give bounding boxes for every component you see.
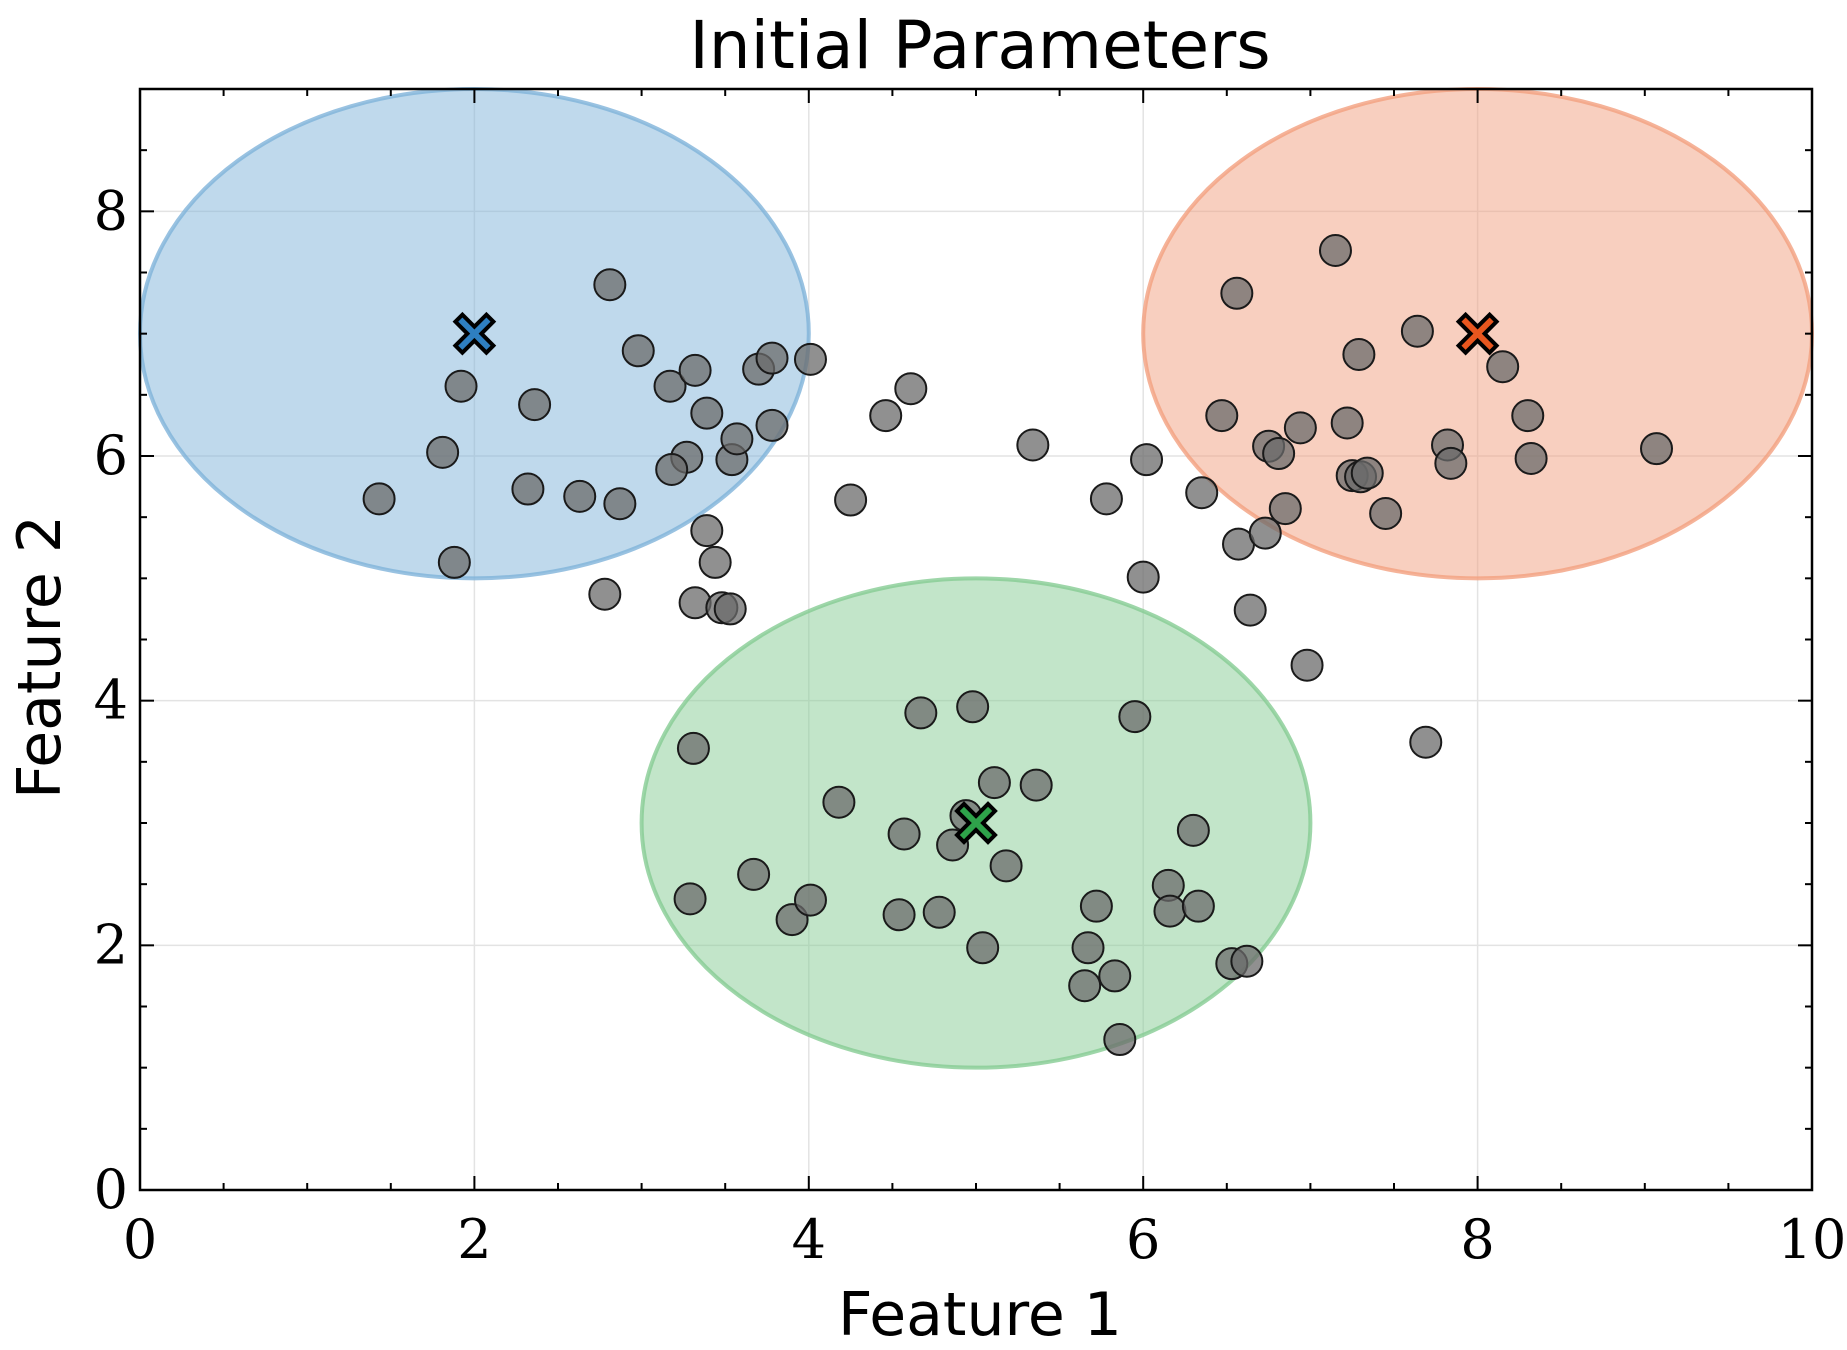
data-point-18 [755,341,789,375]
data-points [362,233,1674,1057]
data-point-30 [1016,428,1050,462]
data-point-26 [713,592,747,626]
centroid-marker-1 [452,311,497,356]
data-point-23 [698,545,732,579]
y-tick-label: 2 [94,913,128,976]
x-tick-label: 2 [457,1208,491,1271]
data-point-28 [869,399,903,433]
data-point-20 [793,342,827,376]
data-point-81 [1103,1023,1137,1057]
gaussian-ellipses [138,86,1814,1070]
data-point-44 [1290,648,1324,682]
data-point-41 [1262,437,1296,471]
x-tick-label: 0 [123,1208,157,1271]
data-point-0 [362,482,396,516]
data-point-29 [894,372,928,406]
data-point-56 [1511,399,1545,433]
centroid-markers [452,311,1500,845]
data-point-3 [437,545,471,579]
data-point-21 [588,577,622,611]
data-point-54 [1434,446,1468,480]
data-point-65 [822,785,856,819]
data-point-55 [1486,350,1520,384]
y-tick-label: 4 [94,669,128,732]
y-tick-label: 0 [94,1158,128,1221]
data-point-86 [1181,889,1215,923]
y-tick-label: 8 [94,179,128,242]
data-point-58 [1640,432,1674,466]
data-point-88 [1230,944,1264,978]
x-tick-labels: 0 2 4 6 8 10 [123,1208,1847,1271]
data-point-7 [593,268,627,302]
data-point-52 [1400,314,1434,348]
data-point-22 [690,514,724,548]
x-tick-label: 8 [1460,1208,1494,1271]
data-point-66 [882,898,916,932]
data-point-16 [720,422,754,456]
axis-ticks [140,89,1812,1190]
chart-title: Initial Parameters [689,7,1270,84]
x-axis-label: Feature 1 [838,1280,1122,1350]
data-point-62 [737,857,771,891]
data-point-85 [1176,813,1210,847]
data-point-57 [1514,441,1548,475]
data-point-38 [1233,593,1267,627]
data-point-73 [966,931,1000,965]
data-point-82 [1118,700,1152,734]
data-point-76 [1019,768,1053,802]
data-point-11 [678,353,712,387]
data-point-78 [1071,931,1105,965]
data-point-19 [755,408,789,442]
data-point-69 [922,895,956,929]
data-point-8 [603,487,637,521]
data-point-35 [1220,276,1254,310]
data-point-34 [1185,476,1219,510]
data-point-72 [956,690,990,724]
data-point-60 [676,731,710,765]
data-point-45 [1318,233,1352,267]
data-point-51 [1369,496,1403,530]
y-tick-label: 6 [94,424,128,487]
x-tick-label: 6 [1126,1208,1160,1271]
data-point-79 [1079,889,1113,923]
data-point-46 [1330,406,1364,440]
data-point-59 [1409,725,1443,759]
data-point-80 [1098,959,1132,993]
data-point-36 [1205,399,1239,433]
y-tick-labels: 0 2 4 6 8 [94,179,128,1221]
x-tick-label: 10 [1778,1208,1847,1271]
data-point-5 [511,472,545,506]
data-point-14 [655,452,689,486]
data-point-10 [653,369,687,403]
data-point-27 [834,483,868,517]
data-point-75 [989,849,1023,883]
data-point-4 [518,388,552,422]
data-point-2 [444,369,478,403]
data-point-50 [1350,456,1384,490]
x-tick-label: 4 [792,1208,826,1271]
data-point-12 [690,396,724,430]
data-point-67 [887,817,921,851]
data-point-61 [673,882,707,916]
data-point-24 [678,586,712,620]
centroid-marker-2 [1455,311,1500,356]
data-point-31 [1089,482,1123,516]
data-point-6 [563,479,597,513]
data-point-77 [1068,969,1102,1003]
centroid-marker-3 [954,801,998,845]
data-point-9 [621,334,655,368]
data-point-84 [1153,894,1187,928]
data-point-47 [1342,337,1376,371]
data-point-32 [1130,443,1164,477]
data-point-43 [1283,411,1317,445]
data-point-1 [426,435,460,469]
data-point-42 [1268,492,1302,526]
data-point-74 [977,766,1011,800]
y-axis-label: Feature 2 [5,515,75,799]
data-point-39 [1248,516,1282,550]
data-point-64 [793,883,827,917]
data-point-33 [1126,560,1160,594]
data-point-68 [904,696,938,730]
